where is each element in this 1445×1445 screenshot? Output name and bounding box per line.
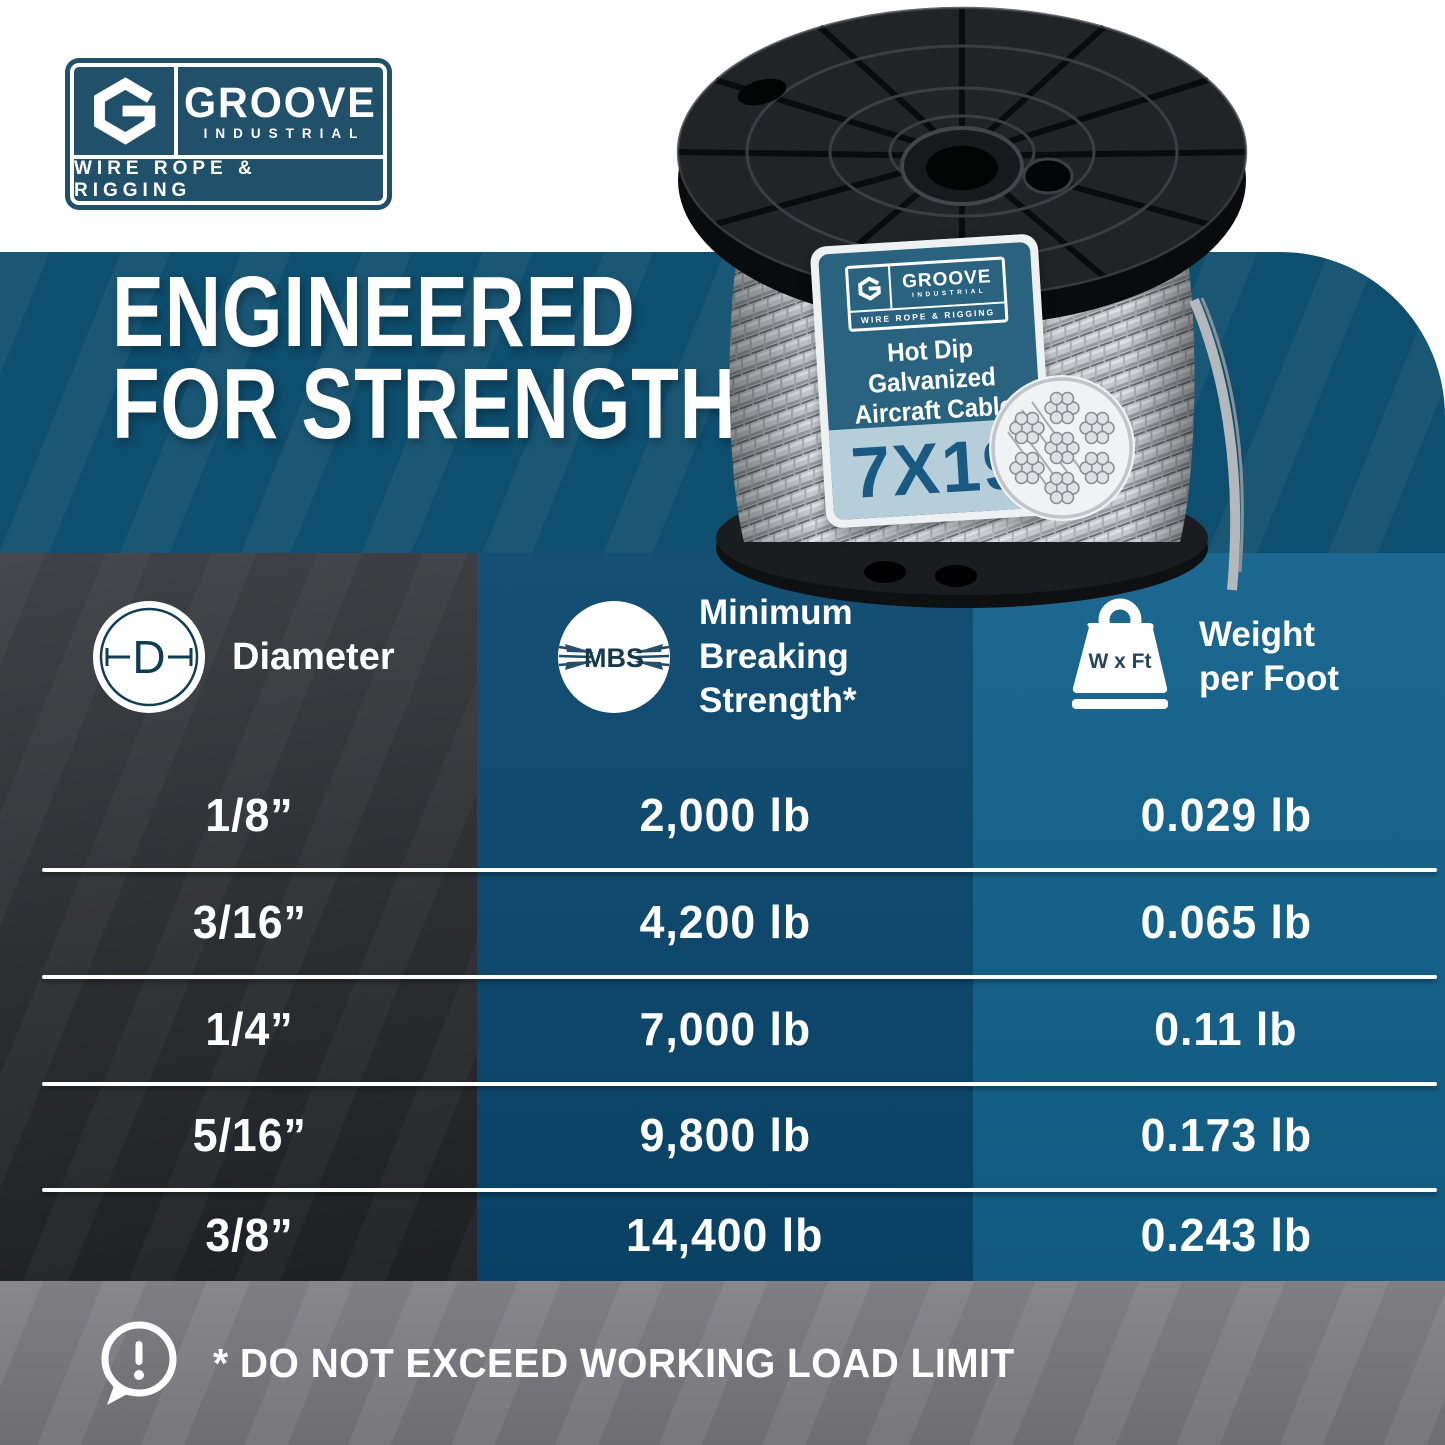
table-cell-diameter: 5/16” — [192, 1109, 307, 1161]
table-cell-diameter: 1/4” — [205, 1002, 294, 1055]
column-header-weight: W x Ft Weight per Foot — [973, 553, 1445, 761]
loose-cable-strand — [1189, 298, 1241, 591]
mbs-column-background — [477, 553, 973, 1281]
weight-header-label: Weight per Foot — [1199, 615, 1339, 698]
weight-icon: W x Ft — [1072, 598, 1168, 709]
footer-disclaimer: * DO NOT EXCEED WORKING LOAD LIMIT — [0, 1281, 1445, 1445]
table-cell-weight: 0.029 lb — [1140, 788, 1312, 841]
table-cell-weight: 0.173 lb — [1140, 1109, 1312, 1161]
table-cell-weight: 0.11 lb — [1154, 1002, 1298, 1055]
table-cell-diameter: 3/8” — [205, 1208, 294, 1261]
table-cell-mbs: 7,000 lb — [639, 1002, 811, 1055]
groove-g-icon — [74, 67, 178, 155]
table-cell-mbs: 14,400 lb — [626, 1208, 824, 1261]
groove-g-icon — [94, 77, 156, 145]
row-divider — [42, 868, 1437, 872]
groove-g-icon — [848, 266, 893, 311]
table-cell-weight: 0.065 lb — [1140, 895, 1312, 948]
mbs-icon-glyph: MBS — [584, 643, 644, 673]
headline-line2: FOR STRENGTH — [112, 348, 737, 460]
diameter-icon: D — [93, 601, 205, 713]
spec-table: D Diameter MBS Minimum Breaking Strengt — [0, 553, 1445, 1281]
column-header-diameter: D Diameter — [0, 553, 477, 761]
diameter-column-background — [0, 553, 477, 1281]
table-cell-diameter: 3/16” — [192, 895, 307, 948]
spool-product-label: GROOVE INDUSTRIAL WIRE ROPE & RIGGING Ho… — [809, 233, 1055, 529]
diameter-icon-glyph: D — [132, 631, 165, 683]
brand-logo: GROOVE INDUSTRIAL WIRE ROPE & RIGGING — [65, 58, 392, 210]
brand-industry: INDUSTRIAL — [203, 125, 366, 141]
alert-bubble-icon — [101, 1321, 177, 1405]
table-cell-mbs: 9,800 lb — [639, 1109, 811, 1161]
brand-logo-frame: GROOVE INDUSTRIAL WIRE ROPE & RIGGING — [70, 63, 387, 205]
table-cell-mbs: 2,000 lb — [639, 788, 811, 841]
headline: ENGINEERED FOR STRENGTH — [112, 256, 737, 460]
footer-note: * DO NOT EXCEED WORKING LOAD LIMIT — [213, 1339, 1015, 1386]
label-brand-logo: GROOVE INDUSTRIAL WIRE ROPE & RIGGING — [844, 256, 1009, 332]
row-divider — [42, 975, 1437, 979]
weight-icon-glyph: W x Ft — [1089, 650, 1152, 673]
label-brand-tagline: WIRE ROPE & RIGGING — [860, 307, 996, 326]
headline-line1: ENGINEERED — [112, 256, 636, 368]
cable-cross-section-badge — [989, 375, 1135, 521]
row-divider — [42, 1082, 1437, 1086]
diameter-header-label: Diameter — [232, 635, 395, 678]
brand-name: GROOVE — [184, 78, 377, 127]
weight-column-background — [973, 553, 1445, 1281]
table-cell-weight: 0.243 lb — [1140, 1208, 1312, 1261]
brand-tagline: WIRE ROPE & RIGGING — [74, 158, 257, 201]
table-cell-diameter: 1/8” — [205, 788, 294, 841]
row-divider — [42, 1188, 1437, 1192]
diagonal-stripes-texture — [0, 1281, 1445, 1445]
table-cell-mbs: 4,200 lb — [639, 895, 811, 948]
column-header-mbs: MBS Minimum Breaking Strength* — [477, 553, 973, 761]
mbs-icon: MBS — [558, 601, 670, 713]
mbs-header-label: Minimum Breaking Strength* — [699, 593, 857, 720]
